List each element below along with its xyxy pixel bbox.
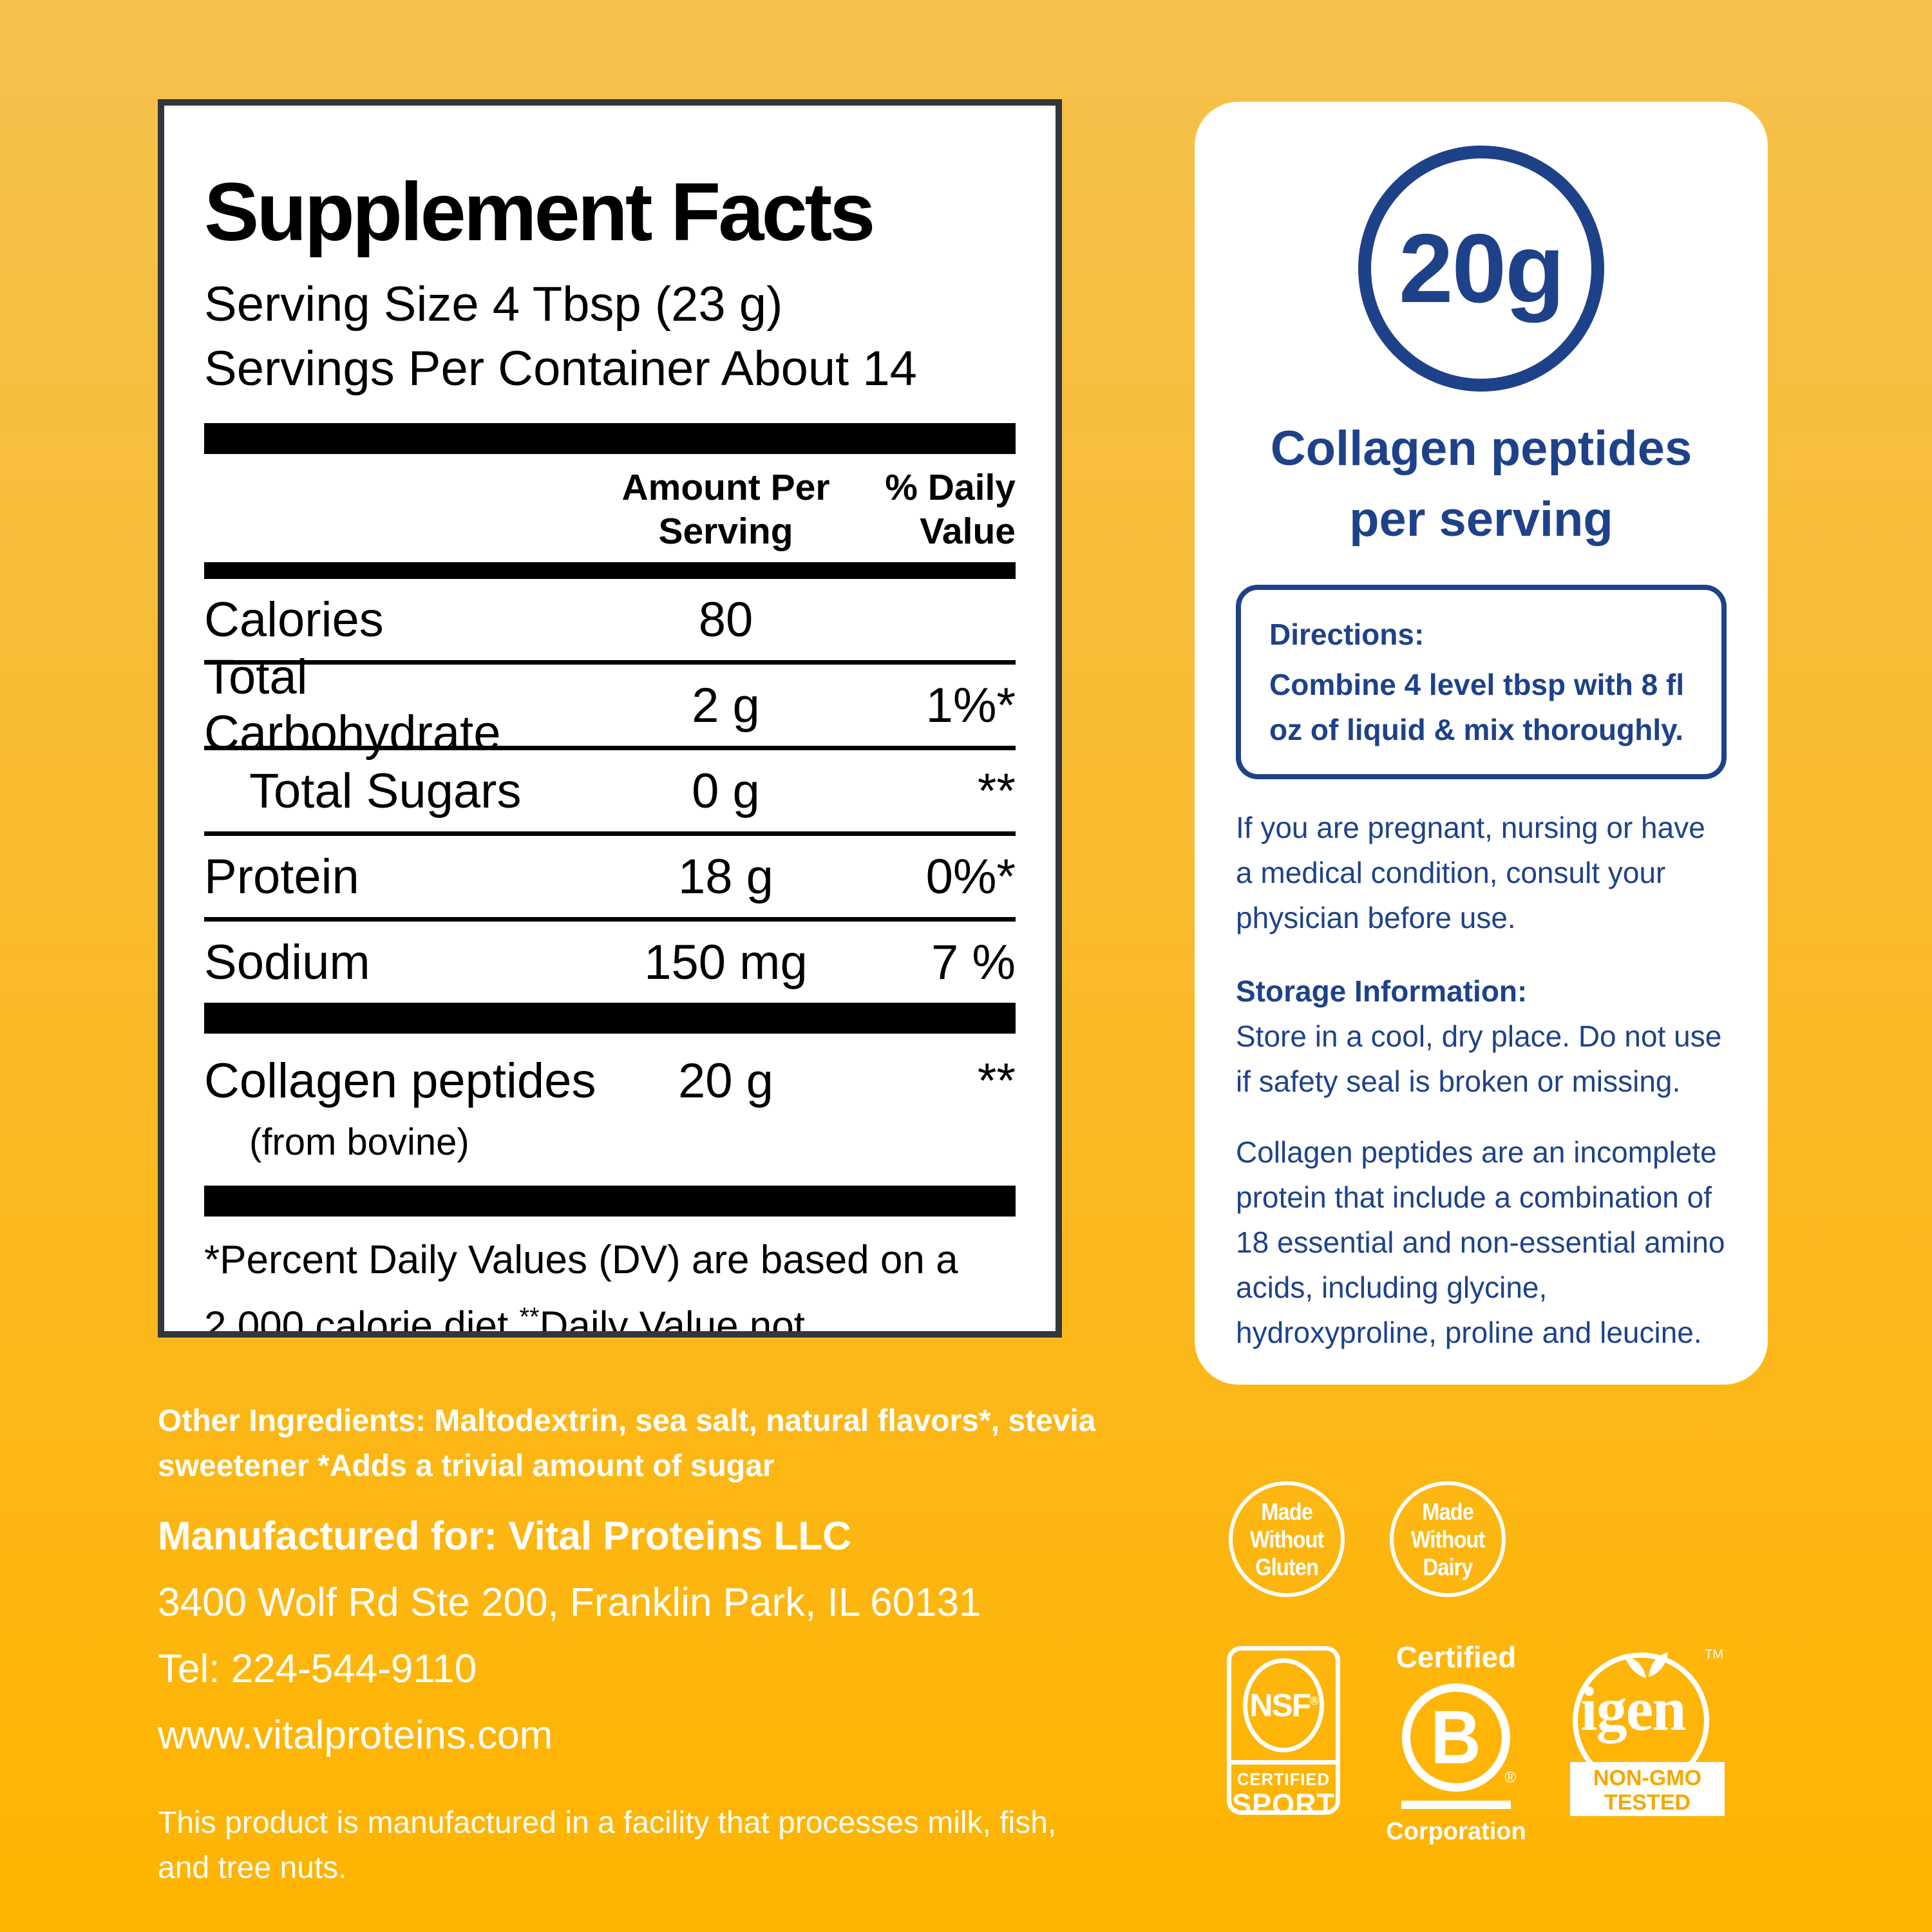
row-sublabel: (from bovine) [249, 1121, 469, 1163]
footnote: *Percent Daily Values (DV) are based on … [204, 1238, 958, 1338]
storage-body: Store in a cool, dry place. Do not use i… [1236, 1019, 1722, 1098]
row-label: Protein [204, 849, 359, 904]
row-amount: 0 g [692, 763, 760, 819]
igen-circle-icon [1573, 1653, 1709, 1762]
panel-title: Supplement Facts [204, 166, 875, 258]
info-card: 20g Collagen peptides per serving Direct… [1195, 102, 1768, 1385]
divider-bar-medium [204, 562, 1016, 579]
servings-per-container: Servings Per Container About 14 [204, 341, 917, 396]
nsf-certified-sport-badge: NSF® CERTIFIED SPORT [1227, 1646, 1340, 1819]
divider-bar-thick [204, 1003, 1016, 1034]
table-header: Amount Per Serving % Daily Value [204, 454, 1016, 562]
row-amount: 20 g [678, 1054, 773, 1108]
row-amount: 18 g [678, 849, 773, 904]
row-dv: ** [977, 1054, 1016, 1108]
leaf-icon [1625, 1653, 1668, 1678]
serving-size: Serving Size 4 Tbsp (23 g) [204, 277, 783, 332]
table-row: Protein 18 g 0%* [204, 831, 1016, 917]
row-amount: 80 [698, 592, 753, 647]
row-label: Total Carbohydrate [204, 650, 501, 761]
igen-non-gmo-badge: igen TM NON-GMO TESTED [1570, 1646, 1725, 1816]
collagen-row: Collagen peptides (from bovine) 20 g ** [204, 1034, 1016, 1186]
column-header-amount: Amount Per Serving [621, 467, 830, 552]
nsf-divider [1231, 1760, 1336, 1765]
row-dv: 0%* [925, 849, 1016, 904]
nsf-oval-icon: NSF® [1243, 1658, 1324, 1752]
row-label: Collagen peptides [204, 1054, 596, 1108]
b-corp-underline [1401, 1801, 1511, 1809]
ring-caption: Collagen peptides per serving [1270, 421, 1692, 547]
collagen-amount-ring: 20g [1358, 146, 1604, 392]
collagen-description: Collagen peptides are an incomplete prot… [1236, 1135, 1725, 1349]
table-row: Total Sugars 0 g ** [204, 746, 1016, 831]
website-link: www.vitalproteins.com [158, 1713, 553, 1757]
telephone: Tel: 224-544-9110 [158, 1647, 477, 1691]
pregnancy-warning: If you are pregnant, nursing or have a m… [1236, 811, 1705, 934]
manufactured-for: Manufactured for: Vital Proteins LLC [158, 1514, 852, 1558]
supplement-facts-panel: Supplement Facts Serving Size 4 Tbsp (23… [158, 99, 1062, 1338]
row-amount: 2 g [692, 677, 760, 733]
row-label: Total Sugars [249, 763, 522, 819]
table-row: Calories 80 [204, 579, 1016, 660]
column-header-dv: % Daily Value [885, 467, 1016, 552]
table-row: Sodium 150 mg 7 % [204, 917, 1016, 1003]
made-without-dairy-badge: Made Without Dairy [1390, 1481, 1506, 1597]
footer-info: Other Ingredients: Maltodextrin, sea sal… [158, 1399, 1143, 1891]
row-dv: ** [977, 763, 1016, 819]
directions-box: Directions: Combine 4 level tbsp with 8 … [1236, 585, 1727, 779]
made-without-gluten-badge: Made Without Gluten [1229, 1481, 1345, 1597]
divider-bar-thick [204, 423, 1016, 454]
b-corp-circle-icon: B ® [1402, 1683, 1516, 1792]
divider-bar-thick [204, 1186, 1016, 1217]
address: 3400 Wolf Rd Ste 200, Franklin Park, IL … [158, 1580, 981, 1625]
row-label: Sodium [204, 934, 370, 990]
row-label: Calories [204, 592, 384, 647]
b-corporation-badge: Certified B ® Corporation [1386, 1640, 1526, 1845]
directions-title: Directions: [1269, 618, 1425, 651]
non-gmo-tested-band: NON-GMO TESTED [1570, 1762, 1725, 1816]
directions-body: Combine 4 level tbsp with 8 fl oz of liq… [1269, 668, 1685, 746]
row-dv: 7 % [931, 934, 1016, 990]
row-amount: 150 mg [644, 934, 808, 990]
facility-statement: This product is manufactured in a facili… [158, 1806, 1057, 1885]
collagen-amount-value: 20g [1399, 213, 1565, 323]
other-ingredients: Other Ingredients: Maltodextrin, sea sal… [158, 1404, 1096, 1483]
storage-title: Storage Information: [1236, 974, 1528, 1008]
table-row: Total Carbohydrate 2 g 1%* [204, 650, 1016, 761]
row-dv: 1%* [925, 677, 1016, 733]
